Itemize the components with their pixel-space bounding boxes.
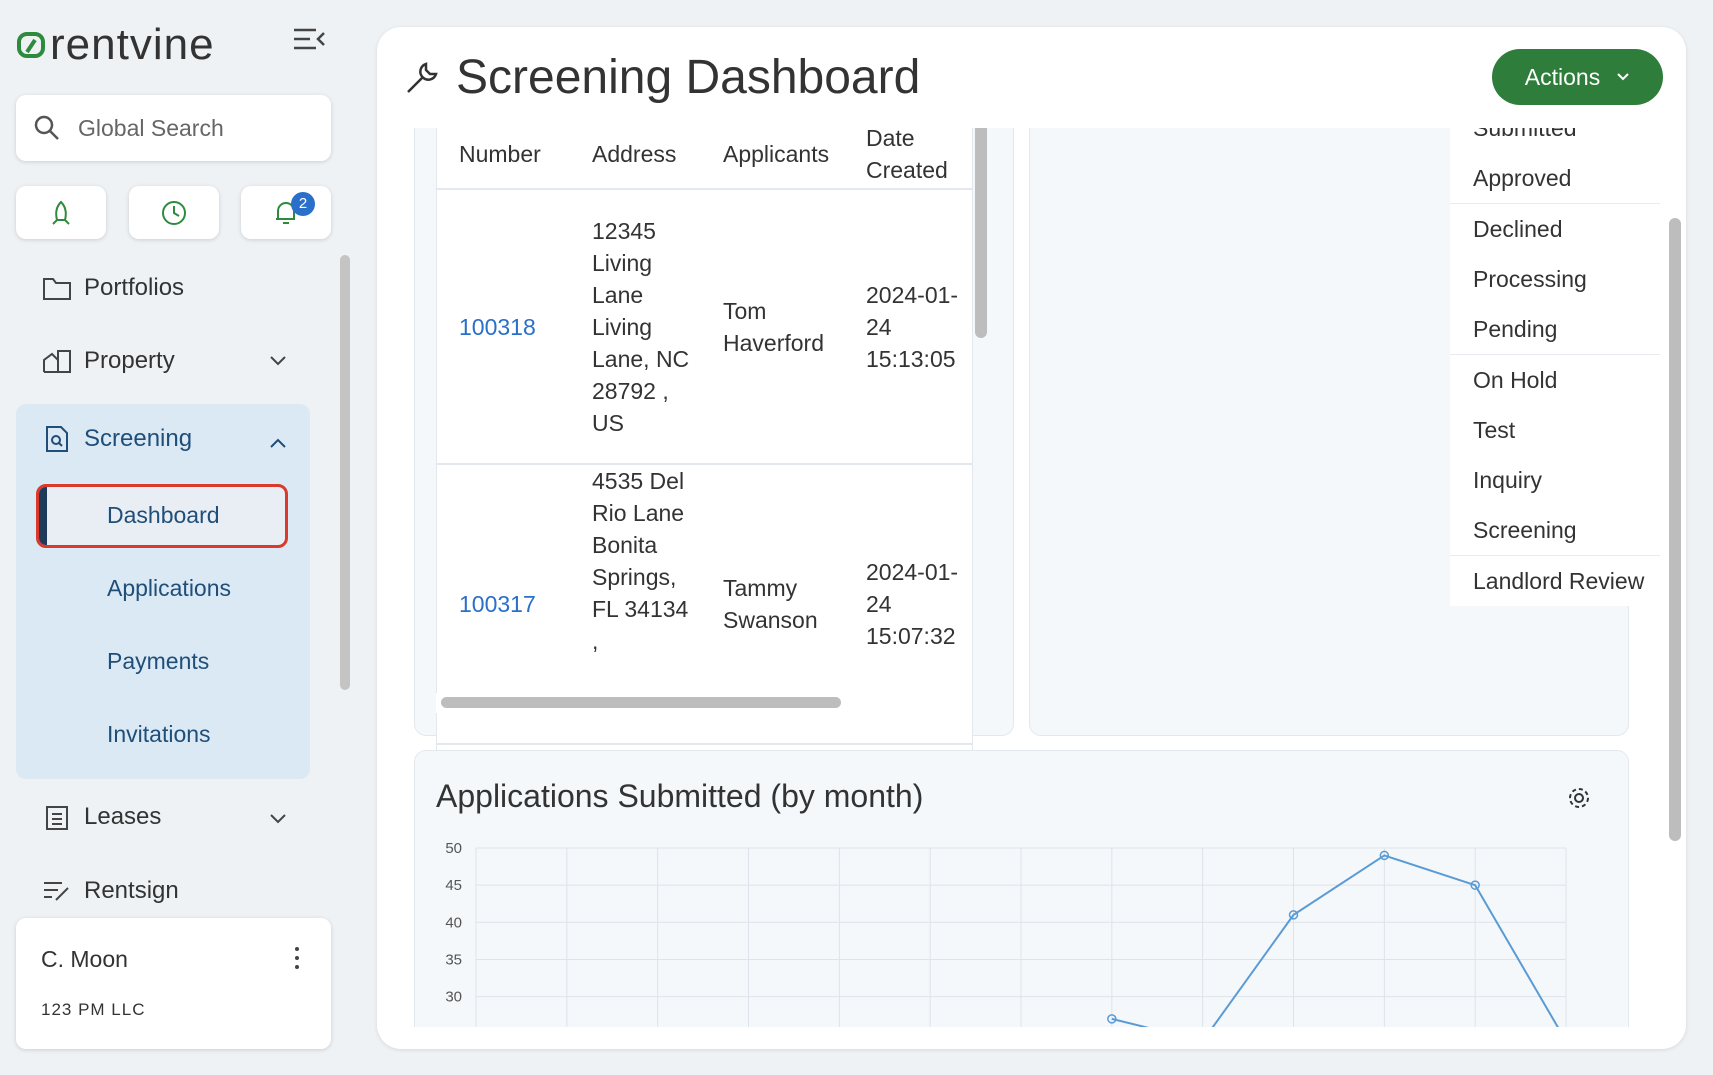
nav-property[interactable]: Property bbox=[42, 347, 175, 375]
nav-label: Screening bbox=[84, 425, 193, 452]
status-row[interactable]: Declined6 bbox=[1450, 203, 1660, 256]
applicants: Tammy Swanson bbox=[723, 575, 818, 633]
screening-section bbox=[16, 404, 310, 779]
status-name: Test bbox=[1473, 416, 1516, 443]
nav-leases[interactable]: Leases bbox=[42, 803, 161, 831]
active-indicator bbox=[39, 487, 47, 545]
search-box[interactable]: Global Search bbox=[16, 95, 331, 161]
expand-chevron[interactable] bbox=[268, 354, 288, 368]
y-tick-label: 50 bbox=[445, 840, 462, 857]
status-row[interactable]: Landlord Review1 bbox=[1450, 555, 1660, 606]
nav-screening[interactable]: Screening bbox=[42, 425, 192, 453]
application-number[interactable]: 100317 bbox=[459, 591, 536, 617]
status-name: Pending bbox=[1473, 316, 1558, 343]
logo[interactable]: rentvine bbox=[16, 20, 215, 70]
user-name: C. Moon bbox=[41, 946, 128, 972]
notification-badge: 2 bbox=[291, 192, 315, 216]
applicants: Tom Haverford bbox=[723, 297, 824, 356]
sidebar-scrollbar[interactable] bbox=[340, 255, 350, 690]
date-created: 2024-01-24 15:07:32 bbox=[866, 559, 959, 649]
wrench-icon bbox=[407, 62, 438, 93]
expand-chevron[interactable] bbox=[268, 812, 288, 826]
status-name: Landlord Review bbox=[1473, 567, 1645, 594]
application-number[interactable]: 100318 bbox=[459, 313, 536, 340]
status-name: Submitted bbox=[1473, 128, 1577, 141]
building-icon bbox=[43, 350, 71, 373]
actions-button[interactable]: Actions bbox=[1492, 49, 1663, 105]
chevron bbox=[1617, 73, 1629, 81]
user-menu[interactable] bbox=[293, 946, 301, 970]
hscroll-track bbox=[436, 693, 971, 713]
nav-dashboard[interactable]: Dashboard bbox=[107, 502, 220, 528]
hscroll-thumb[interactable] bbox=[441, 697, 841, 708]
nav-label: Property bbox=[84, 347, 175, 374]
search-icon bbox=[34, 115, 59, 140]
nav-payments[interactable]: Payments bbox=[107, 648, 210, 674]
nav-portfolios[interactable]: Portfolios bbox=[42, 274, 184, 302]
vscroll-thumb[interactable] bbox=[975, 128, 987, 338]
status-name: Declined bbox=[1473, 215, 1563, 242]
column-header[interactable]: Applicants bbox=[723, 140, 830, 167]
table-row[interactable]: 100318 12345 Living Lane Living Lane, NC … bbox=[437, 189, 972, 464]
data-line bbox=[1111, 854, 1559, 1027]
status-row[interactable]: Pending3 bbox=[1450, 304, 1660, 357]
nav-applications[interactable]: Applications bbox=[107, 575, 232, 601]
user-card[interactable]: C. Moon 123 PM LLC bbox=[16, 918, 331, 1049]
address: 4535 Del Rio Lane Bonita Springs, FL 341… bbox=[592, 468, 689, 654]
data-point[interactable] bbox=[1379, 850, 1390, 861]
actions-label: Actions bbox=[1524, 63, 1601, 90]
table-header-row: Number Address Applicants Date Created bbox=[437, 128, 972, 189]
nav-label: Leases bbox=[84, 803, 162, 830]
page-title: Screening Dashboard bbox=[456, 51, 921, 104]
column-header[interactable]: Number bbox=[459, 140, 541, 167]
data-point[interactable] bbox=[1288, 910, 1299, 920]
quick-start-button[interactable] bbox=[16, 186, 106, 239]
status-name: Inquiry bbox=[1473, 467, 1543, 494]
chart-title: Applications Submitted (by month) bbox=[436, 778, 924, 814]
y-tick-label: 35 bbox=[445, 951, 462, 968]
status-name: Screening bbox=[1473, 517, 1577, 544]
address: 12345 Living Lane Living Lane, NC 28792 … bbox=[592, 217, 690, 436]
column-header[interactable]: Address bbox=[592, 140, 677, 167]
folder-icon bbox=[43, 278, 71, 300]
screening-icon bbox=[46, 426, 68, 452]
rocket-icon bbox=[52, 200, 70, 225]
sign-icon bbox=[44, 882, 69, 901]
data-point[interactable] bbox=[1470, 880, 1480, 890]
content-area: Number Address Applicants Date Created 1… bbox=[400, 128, 1660, 1027]
status-row[interactable]: Inquiry1 bbox=[1450, 455, 1660, 508]
main-scrollbar[interactable] bbox=[1669, 218, 1681, 841]
plot-area: 30 35 40 45 50 bbox=[445, 840, 1567, 1027]
y-tick-label: 45 bbox=[445, 877, 462, 894]
collapse-menu[interactable] bbox=[292, 26, 326, 52]
applications-table: Number Address Applicants Date Created 1… bbox=[437, 128, 972, 745]
status-name: Approved bbox=[1473, 165, 1572, 192]
clipboard-icon bbox=[46, 806, 68, 830]
column-header[interactable]: Date Created bbox=[866, 128, 948, 183]
search-placeholder: Global Search bbox=[78, 114, 224, 141]
user-company: 123 PM LLC bbox=[41, 1000, 146, 1019]
logo-text: rentvine bbox=[50, 20, 215, 69]
status-row[interactable]: Screening1 bbox=[1450, 505, 1660, 558]
date-created: 2024-01-24 15:13:05 bbox=[866, 281, 959, 372]
y-tick-label: 40 bbox=[445, 914, 462, 931]
active-item-highlight[interactable] bbox=[36, 484, 288, 548]
chart-settings[interactable] bbox=[1565, 784, 1593, 812]
data-point[interactable] bbox=[1107, 1014, 1117, 1024]
clock-icon bbox=[162, 200, 186, 225]
collapse-chevron[interactable] bbox=[268, 436, 288, 450]
nav-label: Portfolios bbox=[84, 274, 185, 301]
notifications-button[interactable]: 2 bbox=[241, 186, 331, 239]
nav-invitations[interactable]: Invitations bbox=[107, 721, 211, 747]
status-name: Processing bbox=[1473, 265, 1587, 292]
y-tick-label: 30 bbox=[445, 989, 462, 1006]
table-row[interactable]: 100317 4535 Del Rio Lane Bonita Springs, … bbox=[437, 464, 972, 744]
history-button[interactable] bbox=[129, 186, 219, 239]
status-name: On Hold bbox=[1473, 366, 1558, 393]
nav-label: Rentsign bbox=[84, 877, 179, 904]
logo-icon bbox=[17, 32, 45, 58]
line-chart: 30 35 40 45 50 bbox=[445, 840, 1567, 1027]
nav-rentsign[interactable]: Rentsign bbox=[42, 877, 179, 905]
